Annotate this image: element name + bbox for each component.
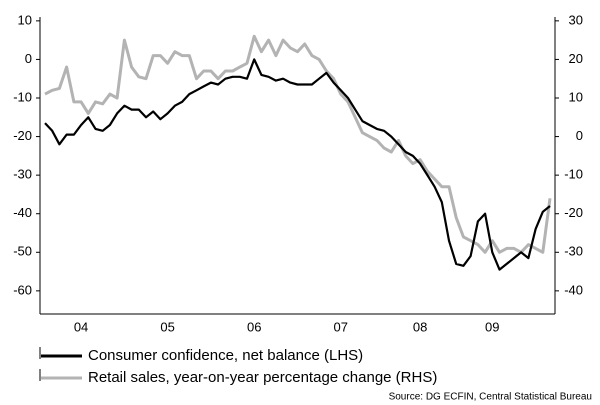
y-tick-label: -60 [13, 282, 32, 297]
y-tick-label: -40 [13, 205, 32, 220]
y2-tick-label: -10 [564, 167, 583, 182]
y-tick-label: 10 [18, 12, 32, 27]
y2-tick-label: -20 [564, 205, 583, 220]
y2-tick-label: 30 [569, 12, 583, 27]
series-line [44, 34, 552, 254]
legend-label: Retail sales, year-on-year percentage ch… [88, 369, 437, 386]
y-tick-label: 0 [25, 51, 32, 66]
x-tick-label: 05 [160, 319, 174, 334]
x-tick-label: 06 [247, 319, 261, 334]
y2-tick-label: 20 [569, 51, 583, 66]
x-tick-label: 08 [413, 319, 427, 334]
x-tick-label: 09 [485, 319, 499, 334]
y2-tick-label: 0 [576, 128, 583, 143]
y-tick-label: -50 [13, 244, 32, 259]
series-line [44, 58, 551, 271]
legend-label: Consumer confidence, net balance (LHS) [88, 347, 363, 364]
y-tick-label: -20 [13, 128, 32, 143]
y2-tick-label: -40 [564, 282, 583, 297]
x-tick-label: 04 [74, 319, 88, 334]
y-tick-label: -30 [13, 167, 32, 182]
source: Source: DG ECFIN, Central Statistical Bu… [389, 392, 592, 403]
y2-tick-label: 10 [569, 89, 583, 104]
x-tick-label: 07 [334, 319, 348, 334]
y-tick-label: -10 [13, 89, 32, 104]
y2-tick-label: -30 [564, 244, 583, 259]
